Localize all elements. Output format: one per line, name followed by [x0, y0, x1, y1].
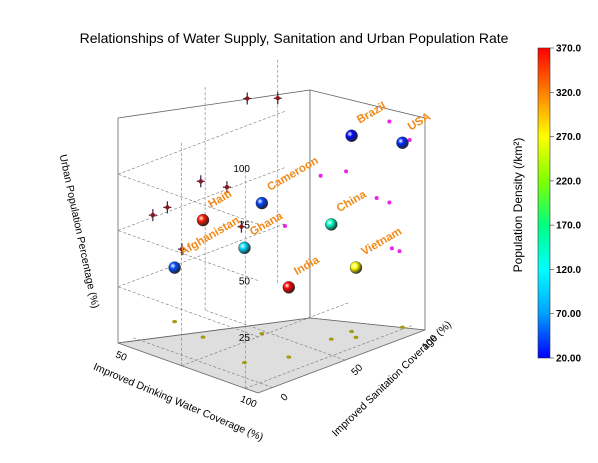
wall-projection-point [344, 169, 349, 174]
left-wall-projection-point [243, 92, 252, 105]
colorbar-tick-label: 120.0 [556, 265, 581, 276]
z-axis-label: Urban Population Percentage (%) [57, 153, 101, 309]
y-tick-label: 0 [279, 392, 291, 404]
y-tick-label: 50 [350, 362, 366, 378]
x-tick-label: 50 [114, 349, 129, 364]
floor-plane [117, 317, 426, 394]
floor-projection-point [349, 329, 355, 334]
wall-projection-point [387, 200, 392, 205]
floor-projection-point [400, 325, 405, 329]
left-wall-projection-point [163, 201, 172, 214]
colorbar-tick-label: 70.00 [556, 309, 581, 320]
wall-projections [283, 119, 412, 254]
colorbar-tick-label: 270.0 [556, 132, 581, 143]
z-tick-label: 75 [239, 220, 251, 231]
left-wall-projection-point [177, 243, 186, 256]
x-tick-label: 100 [238, 394, 258, 411]
wall-projection-point [397, 249, 402, 254]
wall-projection-point [387, 119, 392, 124]
left-wall-projection-point [222, 181, 231, 194]
z-tick-label: 25 [239, 333, 251, 344]
floor-projection-point [328, 337, 334, 341]
colorbar [537, 47, 551, 359]
wall-projection-point [407, 138, 412, 143]
colorbar-tick-label: 20.00 [556, 354, 581, 365]
left-wall-projection-point [273, 92, 282, 105]
floor-projections [172, 320, 405, 365]
colorbar-title: Population Density (/km²) [511, 138, 525, 273]
wall-projection-point [389, 246, 394, 251]
colorbar-tick-label: 220.0 [556, 176, 581, 187]
colorbar-tick-label: 320.0 [556, 88, 581, 99]
left-wall-projection-point [237, 220, 246, 233]
chart-title: Relationships of Water Supply, Sanitatio… [79, 30, 509, 46]
left-wall-projection-point [148, 209, 157, 222]
wall-projection-point [318, 173, 323, 178]
floor-projection-point [242, 360, 247, 365]
colorbar-tick-label: 370.0 [556, 44, 581, 55]
floor-projection-point [353, 335, 359, 339]
colorbar-tick-label: 170.0 [556, 221, 581, 232]
wall-projection-point [374, 195, 379, 200]
colorbar-ticks: 20.00 70.00 120.0 170.0 220.0 270.0 320.0 370.0 [550, 44, 581, 365]
floor-projection-point [200, 335, 206, 339]
z-tick-label: 50 [239, 277, 251, 288]
z-tick-label: 100 [233, 164, 250, 175]
left-wall-projection-point [196, 175, 205, 188]
wall-projection-point [283, 224, 287, 228]
floor-projection-point [286, 355, 292, 359]
floor-projection-point [172, 320, 178, 324]
floor-projection-point [259, 331, 265, 336]
